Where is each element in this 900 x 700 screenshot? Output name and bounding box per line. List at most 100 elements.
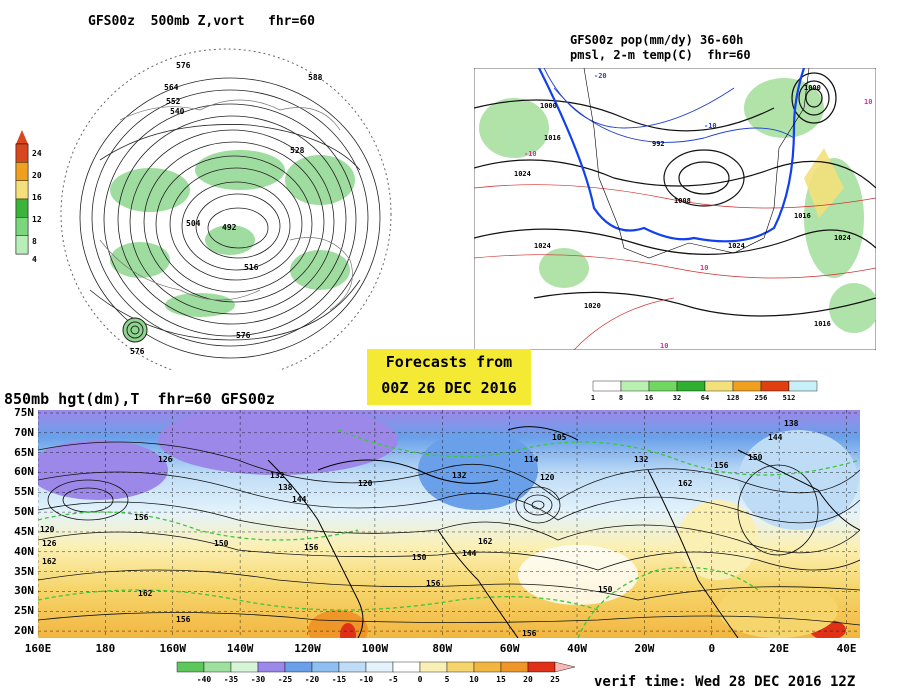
colorbar-cell xyxy=(284,661,313,673)
pressure-label: 1020 xyxy=(584,302,601,310)
height-label: 144 xyxy=(462,549,477,558)
colorbar-cell xyxy=(203,661,232,673)
contour-label: 528 xyxy=(290,146,305,155)
precip-title-line2: pmsl, 2-m temp(C) fhr=60 xyxy=(570,48,751,62)
height-label: 162 xyxy=(478,537,493,546)
colorbar-cell xyxy=(676,380,706,392)
forecast-line2: 00Z 26 DEC 2016 xyxy=(381,379,517,397)
colorbar-label: -25 xyxy=(278,675,293,684)
temperature-colorbar: -40 -35 -30 -25 -20 -15 -10 -5 0 5 10 15 20 25 xyxy=(176,661,575,684)
isobars xyxy=(474,72,876,317)
precip-title-line1: GFS00z pop(mm/dy) 36-60h xyxy=(570,33,744,47)
height-label: 162 xyxy=(138,589,153,598)
contour-label: 564 xyxy=(164,83,179,92)
coastline xyxy=(583,68,810,259)
colorbar-label: 64 xyxy=(701,394,709,402)
longitude-label: 160E xyxy=(24,642,52,655)
colorbar-label: -40 xyxy=(197,675,212,684)
colorbar-cell xyxy=(527,661,556,673)
temp-label: -10 xyxy=(524,150,537,158)
height-label: 156 xyxy=(176,615,191,624)
height-label: 150 xyxy=(598,585,613,594)
longitude-label: 120W xyxy=(294,642,321,655)
longitude-label: 80W xyxy=(432,642,453,655)
colorbar-label: 1 xyxy=(591,394,595,402)
colorbar-cell xyxy=(392,661,421,673)
longitude-label: 160W xyxy=(159,642,187,655)
colorbar-label: 256 xyxy=(755,394,768,402)
pressure-label: 1000 xyxy=(804,84,821,92)
height-contours xyxy=(38,441,860,626)
height-label: 162 xyxy=(678,479,693,488)
colorbar-cell xyxy=(704,380,734,392)
freezing-line xyxy=(538,68,806,243)
colorbar-label: -30 xyxy=(251,675,266,684)
contour-label: 504 xyxy=(186,219,201,228)
colorbar-cell xyxy=(760,380,790,392)
colorbar-cell xyxy=(788,380,818,392)
pressure-label: 1008 xyxy=(674,197,691,205)
height-label: 138 xyxy=(784,419,799,428)
height-label: 144 xyxy=(292,495,307,504)
height-label: 150 xyxy=(412,553,427,562)
precip-shading xyxy=(479,78,876,333)
latitude-label: 50N xyxy=(14,505,34,519)
latitude-label: 55N xyxy=(14,485,34,499)
pressure-label: 1024 xyxy=(514,170,531,178)
latitude-label: 60N xyxy=(14,465,34,479)
colorbar-label: -15 xyxy=(332,675,347,684)
small-low xyxy=(122,317,148,343)
height-label: 120 xyxy=(358,479,373,488)
h850-map: 126 132 138 144 156 150 120 126 162 162 … xyxy=(38,410,860,638)
height-label: 114 xyxy=(524,455,539,464)
colorbar-label: 24 xyxy=(32,149,42,158)
vorticity-shading xyxy=(110,150,355,317)
pressure-label: 1024 xyxy=(834,234,851,242)
precip-colorbar: 1 8 16 32 64 128 256 512 xyxy=(591,380,818,402)
pressure-label: 1016 xyxy=(544,134,561,142)
latitude-label: 45N xyxy=(14,524,34,538)
colorbar-cell xyxy=(554,661,575,673)
height-label: 105 xyxy=(552,433,567,442)
coastlines xyxy=(267,426,860,638)
colorbar-cell xyxy=(15,217,29,236)
colorbar-cell xyxy=(338,661,367,673)
height-label: 120 xyxy=(40,525,55,534)
temp-label: 10 xyxy=(660,342,668,350)
h850-panel-title: 850mb hgt(dm),T fhr=60 GFS00z xyxy=(4,390,275,408)
temperature-lines xyxy=(474,184,876,350)
colorbar-label: 16 xyxy=(32,193,42,202)
colorbar-label: 20 xyxy=(523,675,533,684)
colorbar-label: 512 xyxy=(783,394,796,402)
pressure-label: 1024 xyxy=(728,242,745,250)
colorbar-cell xyxy=(15,162,29,181)
latitude-label: 40N xyxy=(14,544,34,558)
colorbar-label: 5 xyxy=(445,675,450,684)
colorbar-cell xyxy=(15,198,29,218)
longitude-label: 0 xyxy=(708,642,716,655)
polar-panel-title: GFS00z 500mb Z,vort fhr=60 xyxy=(88,14,315,29)
temperature-contours xyxy=(38,429,860,638)
longitude-label: 20W xyxy=(634,642,655,655)
temp-label: 10 xyxy=(700,264,708,272)
height-label: 126 xyxy=(158,455,173,464)
colorbar-cell xyxy=(176,661,205,673)
colorbar-label: 32 xyxy=(673,394,681,402)
colorbar-cell xyxy=(15,235,29,255)
pressure-label: 1016 xyxy=(814,320,831,328)
height-label: 150 xyxy=(748,453,763,462)
contour-label: 540 xyxy=(170,107,185,116)
colorbar-cell xyxy=(15,143,29,163)
precip-map: 1000 1016 1024 1008 992 1024 1016 1024 1… xyxy=(474,68,876,350)
colorbar-cell xyxy=(592,380,622,392)
colorbar-label: 128 xyxy=(727,394,740,402)
pressure-label: 1016 xyxy=(794,212,811,220)
colorbar-cell xyxy=(473,661,502,673)
colorbar-cell xyxy=(15,180,29,200)
colorbar-cell xyxy=(620,380,650,392)
contour-label: 516 xyxy=(244,263,259,272)
polar-contour-labels: 576 564 552 540 528 516 504 492 588 576 … xyxy=(130,61,323,356)
longitude-label: 20E xyxy=(769,642,790,655)
latitude-label: 20N xyxy=(14,624,34,638)
colorbar-cell xyxy=(732,380,762,392)
